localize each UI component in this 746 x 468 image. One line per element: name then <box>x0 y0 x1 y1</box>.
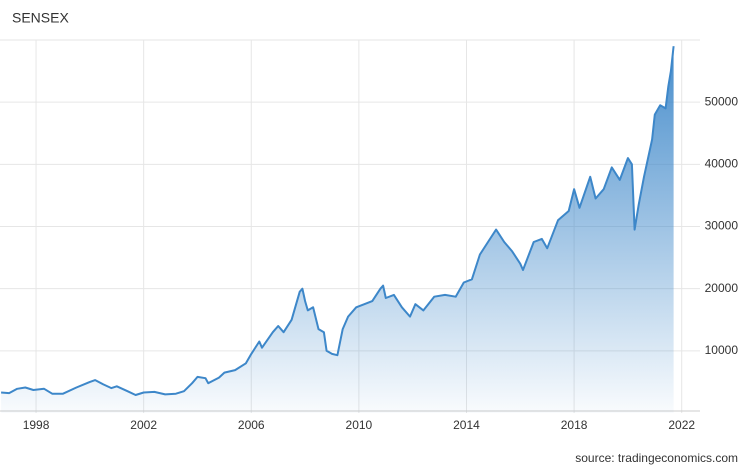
x-tick-label: 2014 <box>453 418 480 432</box>
x-tick-label: 1998 <box>23 418 50 432</box>
x-tick-label: 2018 <box>561 418 588 432</box>
x-tick-label: 2006 <box>238 418 265 432</box>
x-tick-label: 2010 <box>346 418 373 432</box>
chart-title: SENSEX <box>12 10 69 26</box>
y-tick-label: 40000 <box>705 157 739 171</box>
y-tick-label: 50000 <box>705 94 739 108</box>
line <box>1 46 675 396</box>
source-note: source: tradingeconomics.com <box>575 451 738 465</box>
x-tick-label: 2022 <box>668 418 695 432</box>
y-tick-label: 20000 <box>705 281 739 295</box>
y-tick-label: 30000 <box>705 219 739 233</box>
y-tick-label: 10000 <box>705 343 739 357</box>
x-tick-label: 2002 <box>130 418 157 432</box>
area-fill <box>1 46 674 413</box>
